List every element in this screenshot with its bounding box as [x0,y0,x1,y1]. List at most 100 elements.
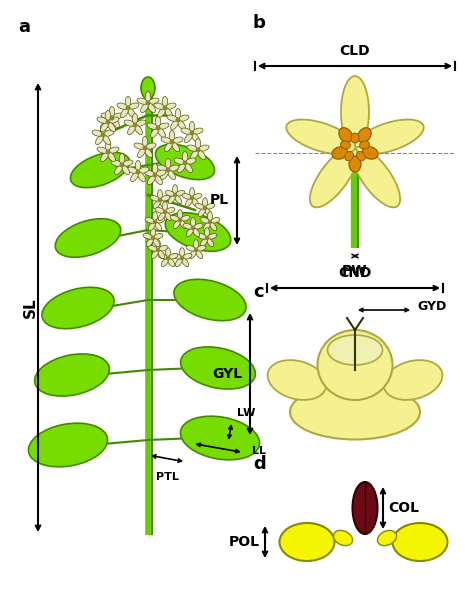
Ellipse shape [363,147,378,159]
Circle shape [196,148,200,152]
Ellipse shape [145,148,153,158]
Ellipse shape [351,133,359,143]
Circle shape [205,237,209,240]
Ellipse shape [127,167,137,173]
Ellipse shape [146,238,154,247]
Ellipse shape [341,76,369,148]
Ellipse shape [163,202,167,212]
Ellipse shape [174,279,246,321]
Ellipse shape [199,145,209,151]
Ellipse shape [162,97,168,107]
Text: CLD: CLD [340,44,370,58]
Circle shape [176,118,180,122]
Ellipse shape [198,150,205,159]
Text: POL: POL [229,535,260,549]
Text: a: a [18,18,30,36]
Ellipse shape [151,250,158,258]
Circle shape [120,163,124,167]
Ellipse shape [168,195,175,204]
Ellipse shape [102,135,110,145]
Text: CND: CND [338,266,372,280]
Ellipse shape [334,530,353,546]
Ellipse shape [108,122,116,132]
Ellipse shape [145,218,155,223]
Ellipse shape [383,360,442,400]
Ellipse shape [148,245,158,251]
Ellipse shape [377,530,397,546]
Ellipse shape [117,103,128,109]
Ellipse shape [185,198,192,206]
Ellipse shape [155,145,215,179]
Ellipse shape [173,137,183,143]
Ellipse shape [42,287,114,329]
Ellipse shape [183,224,192,229]
Ellipse shape [155,170,166,176]
Ellipse shape [198,208,205,217]
Ellipse shape [332,147,347,159]
Ellipse shape [141,103,148,113]
Circle shape [154,221,156,224]
Ellipse shape [175,109,181,120]
Ellipse shape [207,234,217,239]
Circle shape [209,221,211,224]
Ellipse shape [392,523,447,561]
Ellipse shape [109,107,115,117]
Circle shape [133,123,137,127]
Ellipse shape [171,120,178,130]
Ellipse shape [111,160,122,166]
Text: PW: PW [342,264,368,278]
Text: PTL: PTL [155,472,178,482]
Ellipse shape [210,222,217,231]
Ellipse shape [157,128,165,137]
Ellipse shape [111,118,119,127]
Ellipse shape [360,141,369,149]
Ellipse shape [153,212,157,222]
Ellipse shape [109,117,119,123]
Ellipse shape [148,98,159,104]
Ellipse shape [137,148,146,158]
Ellipse shape [190,188,194,198]
Circle shape [183,161,187,165]
Circle shape [191,196,193,199]
Ellipse shape [122,165,129,175]
Circle shape [156,248,160,251]
Ellipse shape [182,258,189,267]
Ellipse shape [101,113,111,119]
Ellipse shape [146,143,156,149]
Ellipse shape [189,122,195,133]
Ellipse shape [182,152,188,162]
Ellipse shape [135,125,143,135]
Ellipse shape [192,128,203,135]
Circle shape [146,101,150,105]
Ellipse shape [164,212,172,221]
Ellipse shape [208,212,212,222]
Ellipse shape [132,113,138,124]
Ellipse shape [145,91,151,103]
Ellipse shape [165,213,231,251]
Ellipse shape [119,153,125,165]
Ellipse shape [112,113,123,119]
Ellipse shape [153,238,160,247]
Ellipse shape [192,228,200,237]
Ellipse shape [341,141,350,149]
Circle shape [156,126,160,130]
Circle shape [181,257,183,260]
Circle shape [143,146,147,150]
Ellipse shape [193,224,203,229]
Text: c: c [253,283,264,301]
Text: COL: COL [388,501,419,515]
Circle shape [163,106,167,110]
Ellipse shape [358,127,371,142]
Circle shape [153,173,157,177]
Text: LL: LL [252,445,265,455]
Ellipse shape [173,220,181,229]
Ellipse shape [290,385,420,440]
Ellipse shape [202,198,208,208]
Circle shape [190,131,194,135]
Text: PL: PL [210,194,229,208]
Ellipse shape [158,254,168,259]
Ellipse shape [345,152,354,160]
Ellipse shape [181,416,260,460]
Ellipse shape [280,523,335,561]
Ellipse shape [349,156,361,172]
